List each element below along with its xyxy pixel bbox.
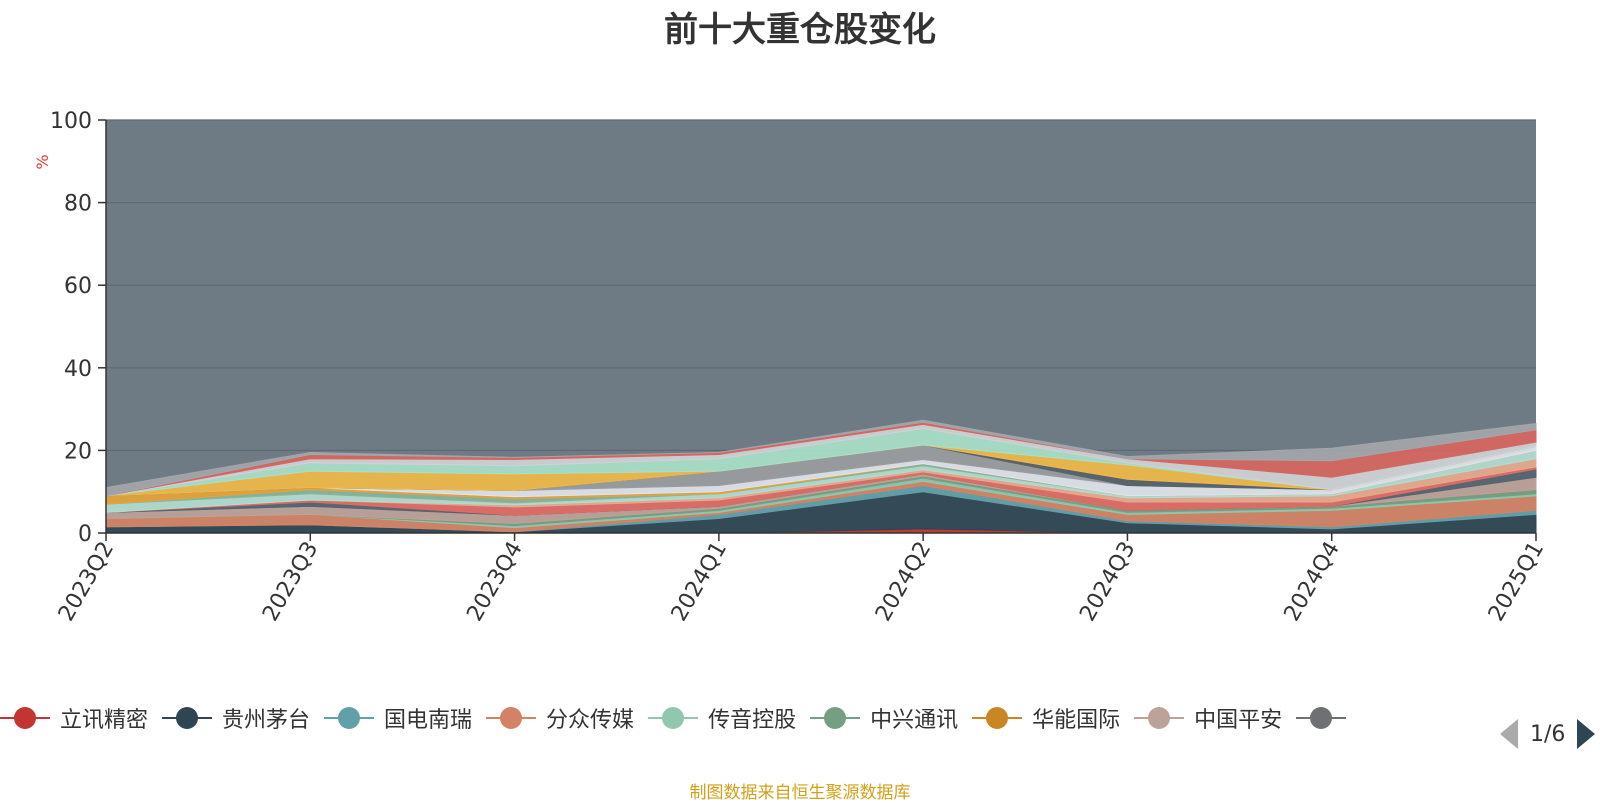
legend-marker-icon	[486, 706, 537, 730]
legend-item[interactable]: 贵州茅台	[162, 700, 310, 736]
legend-item[interactable]: 中兴通讯	[810, 700, 958, 736]
legend-marker-icon	[1296, 706, 1347, 730]
legend-page-indicator: 1/6	[1530, 721, 1566, 747]
legend-label: 国电南瑞	[384, 708, 473, 733]
legend-label: 贵州茅台	[222, 708, 311, 733]
legend-next-arrow-icon[interactable]	[1577, 719, 1596, 749]
y-axis-unit-label: %	[33, 154, 52, 169]
areas-group	[105, 419, 1537, 534]
legend-item[interactable]: 传音控股	[648, 700, 796, 736]
legend-label: 中兴通讯	[870, 708, 959, 733]
legend-marker-icon	[324, 706, 375, 730]
y-tick-label: 60	[64, 274, 92, 299]
x-tick-label: 2023Q4	[462, 538, 527, 626]
legend-item[interactable]	[1296, 700, 1356, 736]
y-tick-label: 100	[50, 109, 92, 134]
legend-marker-icon	[162, 706, 213, 730]
y-tick-label: 40	[64, 357, 92, 382]
x-tick-label: 2024Q1	[667, 538, 732, 626]
x-tick-label: 2024Q2	[871, 538, 936, 626]
legend-label: 中国平安	[1194, 708, 1283, 733]
x-tick-label: 2023Q3	[258, 538, 323, 626]
legend-marker-icon	[810, 706, 861, 730]
legend-marker-icon	[648, 706, 699, 730]
legend-item[interactable]: 中国平安	[1134, 700, 1282, 736]
x-tick-label: 2023Q2	[54, 538, 119, 626]
y-tick-label: 80	[64, 192, 92, 217]
legend-label: 传音控股	[708, 708, 797, 733]
area-chart: 0 20 40 60 80 100% 2023Q2 2023Q3 2023Q4 2024Q1 202…	[33, 109, 1549, 626]
y-tick-label: 20	[64, 439, 92, 464]
legend-item[interactable]: 国电南瑞	[324, 700, 472, 736]
legend-label: 分众传媒	[546, 708, 635, 733]
legend-item[interactable]: 分众传媒	[486, 700, 634, 736]
x-tick-label: 2025Q1	[1484, 538, 1549, 626]
data-source-note: 制图数据来自恒生聚源数据库	[689, 783, 911, 803]
legend-item[interactable]: 立讯精密	[0, 700, 148, 736]
x-tick-label: 2024Q3	[1075, 538, 1140, 626]
chart-legend: 立讯精密 贵州茅台 国电南瑞 分众传媒 传音控股 中兴通讯 华能国际 中国平安	[0, 700, 1480, 736]
legend-item[interactable]: 华能国际	[972, 700, 1120, 736]
area-series-23	[105, 419, 1537, 497]
legend-prev-arrow-icon[interactable]	[1500, 719, 1518, 749]
x-tick-label: 2024Q4	[1280, 538, 1345, 626]
legend-label: 立讯精密	[60, 708, 149, 733]
legend-marker-icon	[1134, 706, 1185, 730]
y-tick-label: 0	[78, 522, 92, 547]
legend-marker-icon	[972, 706, 1023, 730]
chart-title: 前十大重仓股变化	[664, 10, 936, 50]
legend-pager: 1/6	[1500, 716, 1596, 752]
legend-label: 华能国际	[1032, 708, 1121, 733]
legend-marker-icon	[0, 706, 50, 730]
